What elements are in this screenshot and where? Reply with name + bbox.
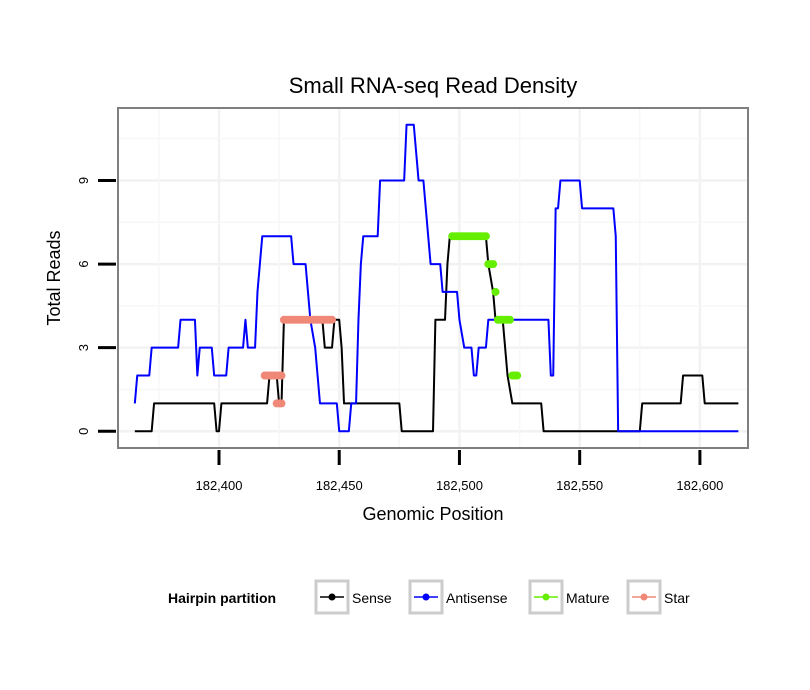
y-axis-title: Total Reads: [44, 230, 64, 325]
y-tick-label: 9: [76, 177, 91, 184]
legend-key-dot: [542, 593, 550, 601]
x-axis-ticks: 182,400 182,450 182,500 182,550 182,600: [195, 450, 723, 493]
y-tick-label: 3: [76, 344, 91, 351]
point-star: [277, 371, 286, 380]
point-mature: [513, 371, 522, 380]
x-tick-label: 182,600: [676, 478, 723, 493]
legend-label-star: Star: [664, 590, 690, 606]
x-tick-label: 182,550: [556, 478, 603, 493]
series-markers: [260, 232, 522, 408]
x-tick-label: 182,500: [436, 478, 483, 493]
point-mature: [491, 287, 500, 296]
y-axis-ticks: 0 3 6 9: [76, 177, 116, 435]
chart-title: Small RNA-seq Read Density: [289, 73, 578, 98]
y-tick-label: 0: [76, 428, 91, 435]
point-mature: [481, 232, 490, 241]
legend-label-sense: Sense: [352, 590, 392, 606]
legend-label-mature: Mature: [566, 590, 610, 606]
legend: Hairpin partition Sense Antisense Mature St…: [168, 579, 690, 615]
legend-label-antisense: Antisense: [446, 590, 508, 606]
point-star: [328, 315, 337, 324]
legend-key-dot: [422, 593, 430, 601]
x-axis-title: Genomic Position: [362, 504, 503, 524]
x-tick-label: 182,450: [316, 478, 363, 493]
x-tick-label: 182,400: [195, 478, 242, 493]
point-mature: [489, 260, 498, 269]
legend-title: Hairpin partition: [168, 590, 276, 606]
point-mature: [505, 315, 514, 324]
point-star: [277, 399, 286, 408]
legend-key-dot: [640, 593, 648, 601]
grid-minor: [119, 109, 747, 447]
legend-key-dot: [328, 593, 336, 601]
series-line-antisense: [133, 123, 739, 433]
series-lines: [133, 123, 739, 433]
y-tick-label: 6: [76, 260, 91, 267]
